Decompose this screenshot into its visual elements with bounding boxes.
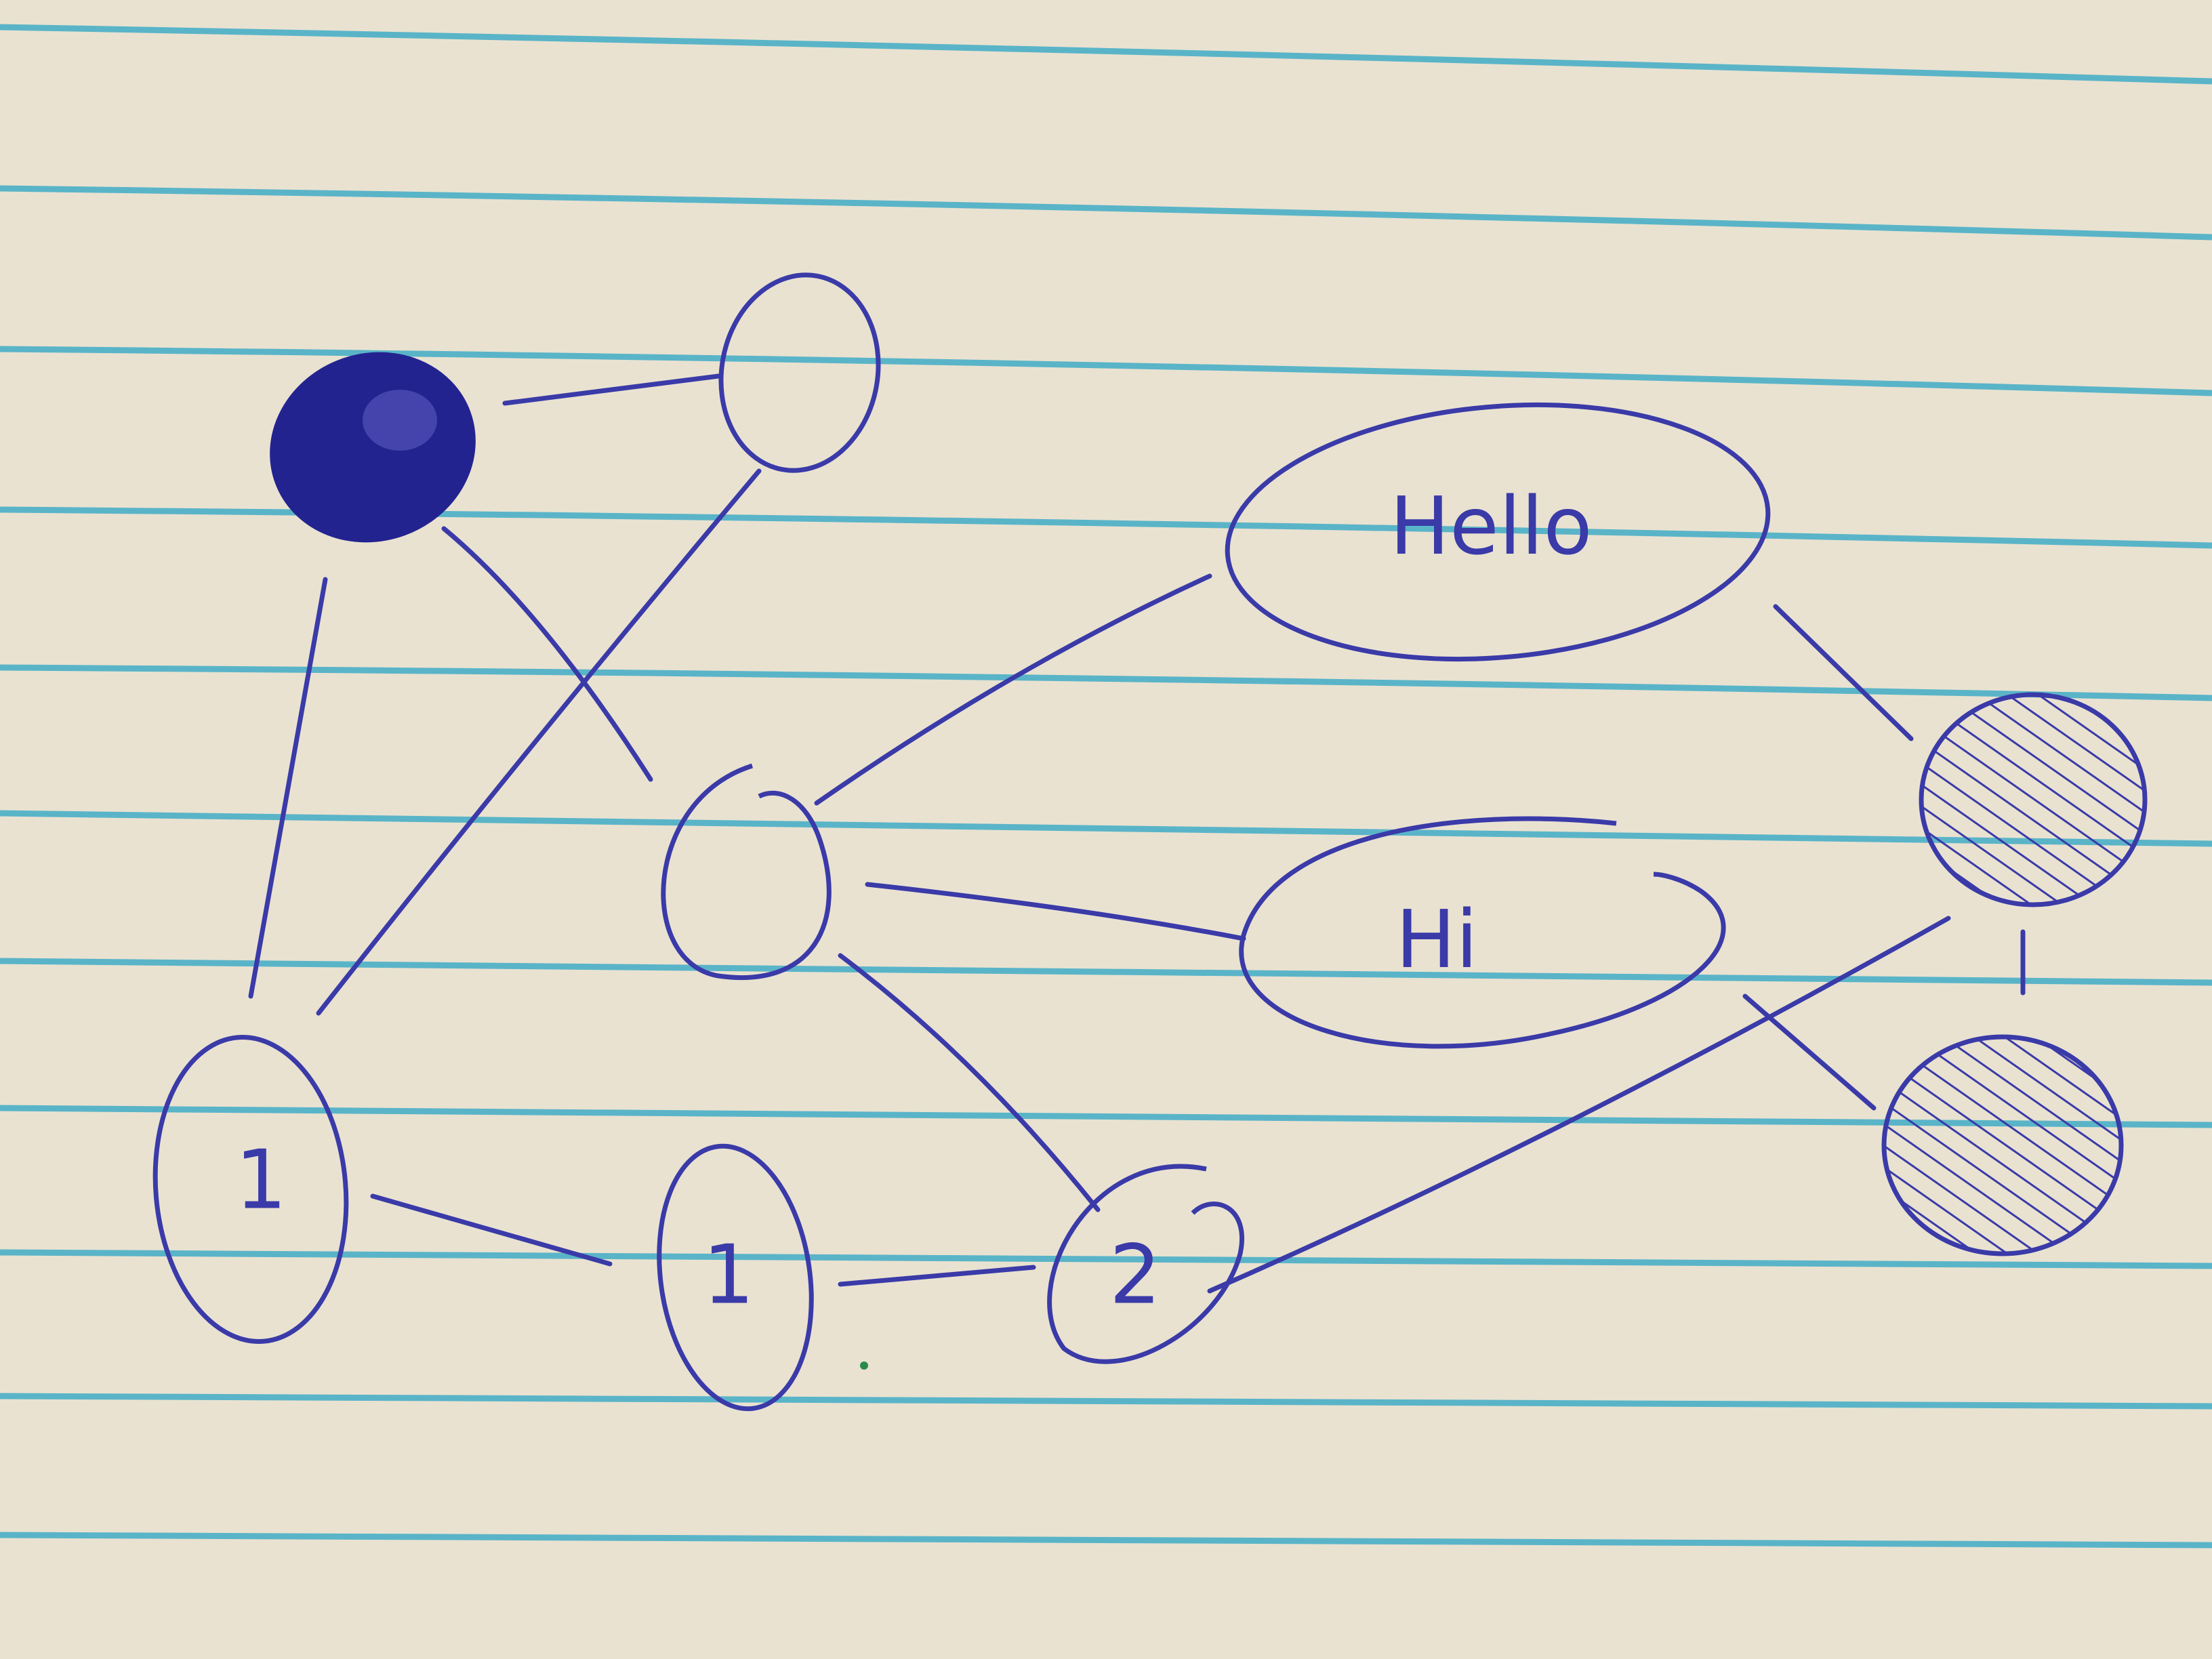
label-bottom-two: 2 [1109, 1229, 1161, 1323]
label-hi: Hi [1395, 893, 1478, 986]
node-hatched-right-bottom [1884, 1037, 2121, 1254]
node-filled-top-left-highlight [363, 390, 437, 451]
label-bottom-middle: 1 [703, 1229, 754, 1323]
label-bottom-left: 1 [235, 1134, 287, 1228]
node-hatched-right-top [1921, 695, 2145, 905]
label-hello: Hello [1389, 479, 1592, 573]
ink-dot [860, 1361, 868, 1370]
